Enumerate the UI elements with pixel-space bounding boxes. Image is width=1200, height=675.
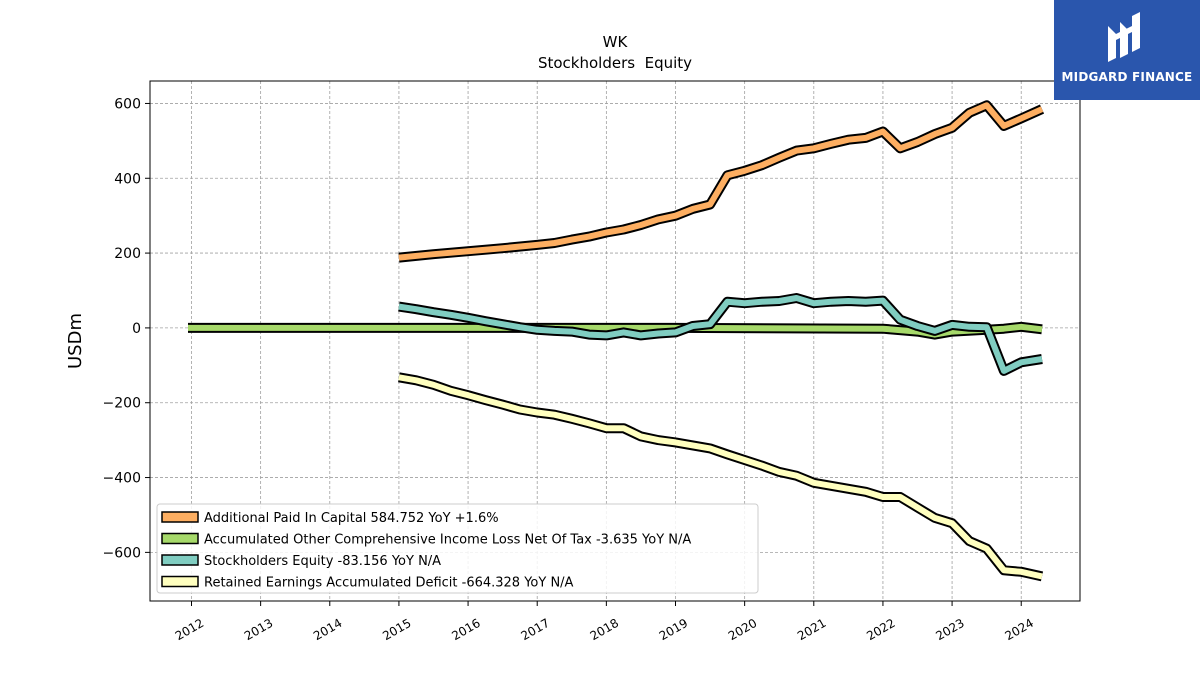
legend-swatch	[161, 575, 199, 588]
brand-logo: MIDGARD FINANCE	[1054, 0, 1200, 100]
x-tick-label: 2019	[657, 616, 690, 643]
x-tick-label: 2021	[795, 616, 828, 643]
y-tick-label: 600	[114, 96, 141, 112]
legend-swatch	[161, 532, 199, 545]
x-axis-ticks: 2012 2013 2014 2015 2016 2017 2018 2019 2020 2021…	[173, 601, 1036, 643]
x-tick-label: 2022	[864, 616, 897, 643]
legend-item-2: Stockholders Equity -83.156 YoY N/A	[161, 554, 441, 569]
x-tick-label: 2018	[588, 616, 621, 643]
legend-item-1: Accumulated Other Comprehensive Income L…	[161, 532, 691, 548]
series-0	[398, 100, 1045, 263]
x-tick-label: 2012	[173, 616, 206, 643]
legend-item-3: Retained Earnings Accumulated Deficit -6…	[161, 575, 574, 591]
series-line	[398, 374, 1043, 580]
x-tick-label: 2023	[933, 616, 966, 643]
y-tick-label: −200	[103, 396, 141, 412]
chart-title: WK	[603, 33, 629, 51]
legend-label: Additional Paid In Capital 584.752 YoY +…	[204, 511, 499, 526]
x-tick-label: 2013	[242, 616, 275, 643]
chart-title-group: WK Stockholders Equity	[538, 33, 692, 72]
y-tick-label: −600	[103, 545, 141, 561]
legend-label: Stockholders Equity -83.156 YoY N/A	[204, 554, 441, 569]
legend-label: Accumulated Other Comprehensive Income L…	[204, 533, 691, 548]
x-tick-label: 2015	[380, 616, 413, 643]
x-tick-label: 2017	[518, 616, 551, 643]
chart-subtitle: Stockholders Equity	[538, 54, 692, 72]
plot-frame	[149, 80, 1081, 602]
legend-item-0: Additional Paid In Capital 584.752 YoY +…	[161, 511, 499, 526]
y-axis-label: USDm	[65, 313, 86, 369]
legend-swatch	[161, 511, 199, 523]
y-axis-ticks: 600 400 200 0 −200 −400 −600	[103, 96, 150, 561]
legend-swatch	[161, 554, 199, 566]
y-tick-label: 400	[114, 171, 141, 187]
y-tick-label: 200	[114, 246, 141, 262]
brand-mark-icon	[1108, 12, 1140, 62]
y-tick-label: −400	[103, 471, 141, 487]
y-tick-label: 0	[132, 321, 141, 337]
x-tick-label: 2024	[1002, 616, 1035, 643]
legend: Additional Paid In Capital 584.752 YoY +…	[156, 503, 759, 594]
x-tick-label: 2020	[726, 616, 759, 643]
series-line	[398, 102, 1044, 261]
series-line	[398, 295, 1043, 374]
brand-name: MIDGARD FINANCE	[1061, 70, 1193, 84]
x-tick-label: 2016	[449, 616, 482, 643]
series-layer	[188, 100, 1045, 582]
series-3	[398, 372, 1044, 582]
x-tick-label: 2014	[311, 616, 344, 643]
legend-box	[156, 503, 759, 594]
legend-label: Retained Earnings Accumulated Deficit -6…	[204, 576, 574, 591]
series-2	[398, 293, 1043, 376]
